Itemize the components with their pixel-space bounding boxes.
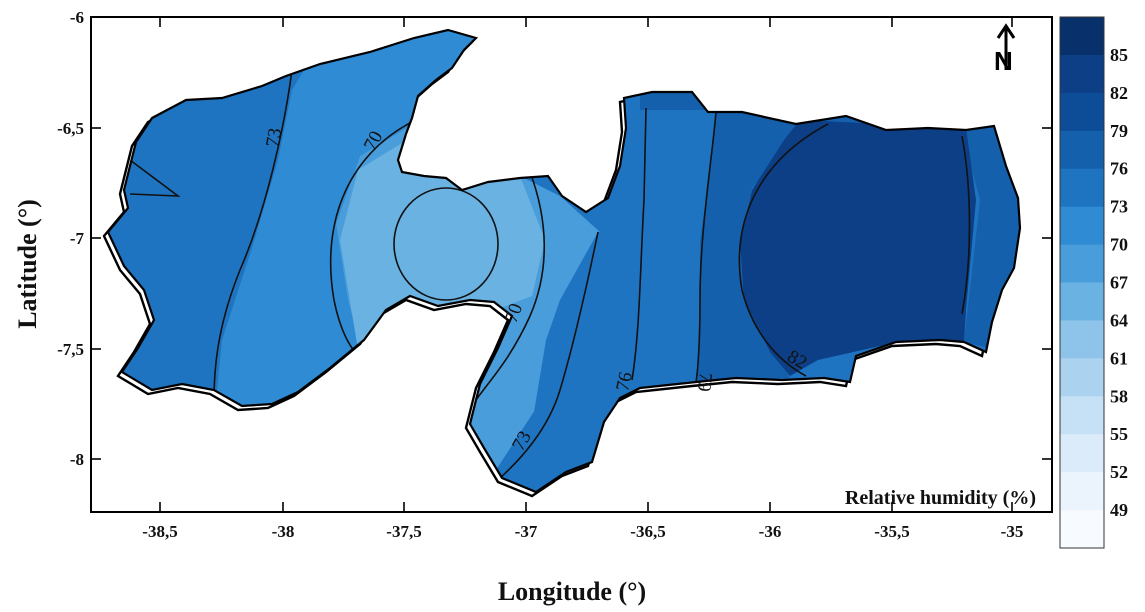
contour-label-76: 76 [612, 370, 636, 393]
legend-label: 64 [1110, 310, 1128, 330]
legend-swatch [1060, 472, 1104, 511]
contour-76 [631, 107, 647, 381]
legend-label: 70 [1110, 235, 1128, 255]
legend-swatch [1060, 17, 1104, 56]
legend-swatch [1060, 92, 1104, 132]
x-axis-title: Longitude (°) [498, 577, 646, 606]
x-tick-label: -36 [759, 522, 782, 541]
legend-label: 58 [1110, 386, 1128, 406]
x-tick-label: -38,5 [142, 522, 177, 541]
north-arrow-icon: N [994, 23, 1016, 76]
legend-swatch [1060, 510, 1104, 549]
legend-label: 52 [1110, 462, 1128, 482]
y-tick-labels: -6 -6,5 -7 -7,5 -8 [57, 8, 84, 469]
legend-swatch [1060, 434, 1104, 473]
x-tick-label: -36,5 [630, 522, 665, 541]
y-tick-label: -8 [70, 450, 84, 469]
legend-label: 85 [1110, 45, 1128, 65]
y-ticks [91, 16, 1052, 460]
x-ticks [159, 17, 1013, 512]
legend-swatch [1060, 320, 1104, 359]
legend-label: 76 [1110, 159, 1128, 179]
contour-79 [695, 111, 717, 383]
x-tick-label: -37 [515, 522, 538, 541]
variable-label: Relative humidity (%) [845, 487, 1036, 509]
legend-swatch [1060, 396, 1104, 435]
legend-label: 82 [1110, 83, 1128, 103]
legend-label: 73 [1110, 197, 1128, 217]
legend-frame [1059, 16, 1105, 549]
x-tick-label: -35 [1001, 522, 1024, 541]
zone-79 [640, 90, 1020, 384]
zone-82 [740, 120, 976, 376]
x-tick-labels: -38,5 -38 -37,5 -37 -36,5 -36 -35,5 -35 [142, 522, 1023, 541]
legend-swatch [1060, 282, 1104, 321]
legend-label: 55 [1110, 424, 1128, 444]
legend-label: 79 [1110, 121, 1128, 141]
contour-label-79: 79 [693, 371, 716, 392]
contour-70-east [475, 171, 546, 401]
contour-label-73-west: 73 [262, 127, 286, 149]
x-tick-label: -38 [272, 522, 295, 541]
x-tick-label: -37,5 [386, 522, 421, 541]
y-axis-title: Latitude (°) [13, 199, 42, 329]
contour-70-west [329, 117, 421, 363]
legend-swatch [1060, 130, 1104, 170]
legend-swatch [1060, 54, 1104, 94]
contour-82 [738, 123, 829, 377]
y-tick-label: -7,5 [57, 340, 84, 359]
legend-swatch [1060, 206, 1104, 246]
y-tick-label: -6 [70, 8, 84, 27]
legend-swatch [1060, 358, 1104, 397]
color-legend: 85 82 79 76 73 70 67 64 61 58 55 52 49 [1059, 16, 1128, 549]
x-tick-label: -35,5 [874, 522, 909, 541]
zone-76b [520, 110, 700, 492]
contour-85 [961, 135, 971, 315]
contour-73-west [213, 69, 293, 401]
contour-73-spur [129, 159, 181, 197]
zone-64 [394, 188, 498, 300]
legend-label: 49 [1110, 500, 1128, 520]
legend-swatch [1060, 168, 1104, 208]
y-tick-label: -6,5 [57, 119, 84, 138]
contour-73-east [497, 231, 599, 481]
legend-label: 67 [1110, 273, 1128, 293]
contour-lines [129, 69, 971, 481]
y-tick-label: -7 [70, 229, 85, 248]
legend-label: 61 [1110, 348, 1128, 368]
legend-swatch [1060, 244, 1104, 283]
north-arrow-letter: N [994, 46, 1013, 76]
contour-67 [393, 187, 499, 301]
